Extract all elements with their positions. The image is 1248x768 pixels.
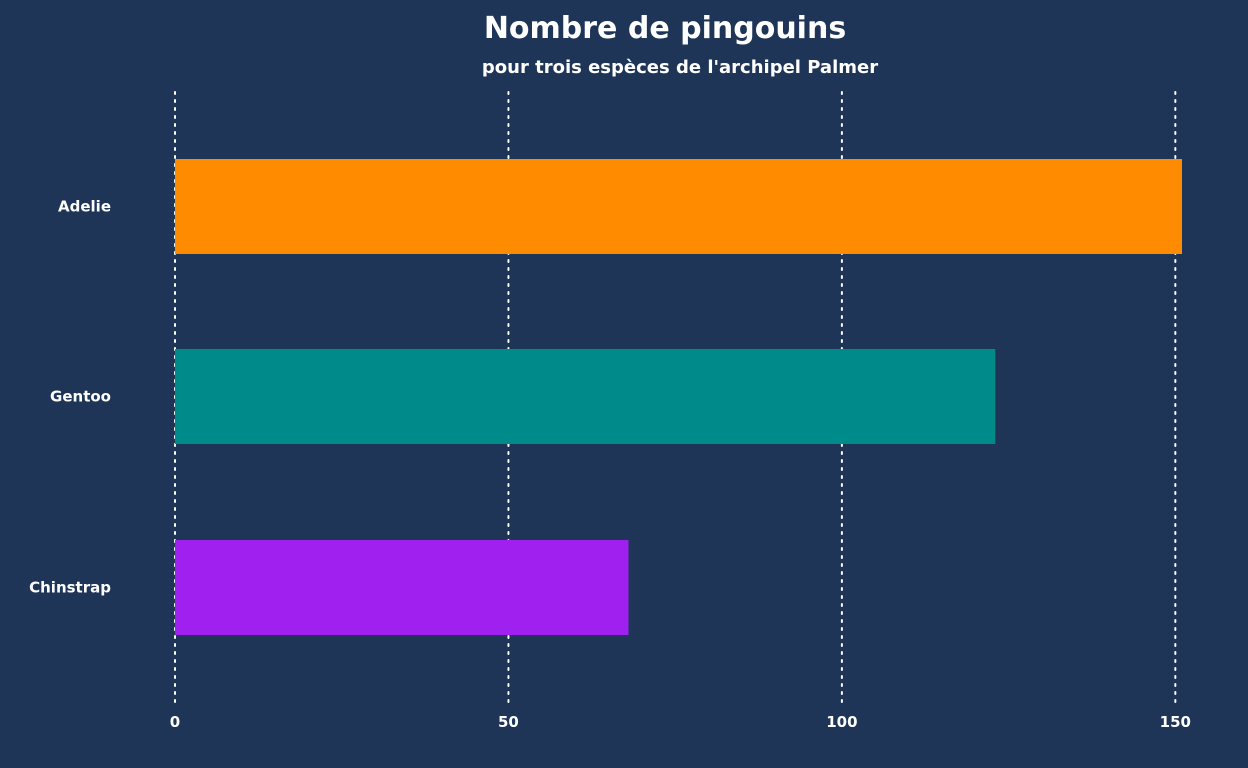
category-label-chinstrap: Chinstrap [29, 579, 111, 597]
chart-title: Nombre de pingouins [484, 11, 846, 46]
category-label-adelie: Adelie [58, 198, 111, 216]
bar-chinstrap [175, 540, 629, 635]
bars [175, 159, 1182, 635]
x-tick-label-50: 50 [498, 713, 519, 731]
x-tick-label-0: 0 [170, 713, 180, 731]
bar-gentoo [175, 349, 996, 444]
x-tick-label-150: 150 [1160, 713, 1191, 731]
category-labels: Adelie Gentoo Chinstrap [29, 198, 111, 597]
chart-subtitle: pour trois espèces de l'archipel Palmer [482, 57, 878, 78]
x-tick-label-100: 100 [826, 713, 857, 731]
bar-adelie [175, 159, 1182, 254]
x-tick-labels: 0 50 100 150 [170, 713, 1191, 731]
category-label-gentoo: Gentoo [50, 388, 111, 406]
